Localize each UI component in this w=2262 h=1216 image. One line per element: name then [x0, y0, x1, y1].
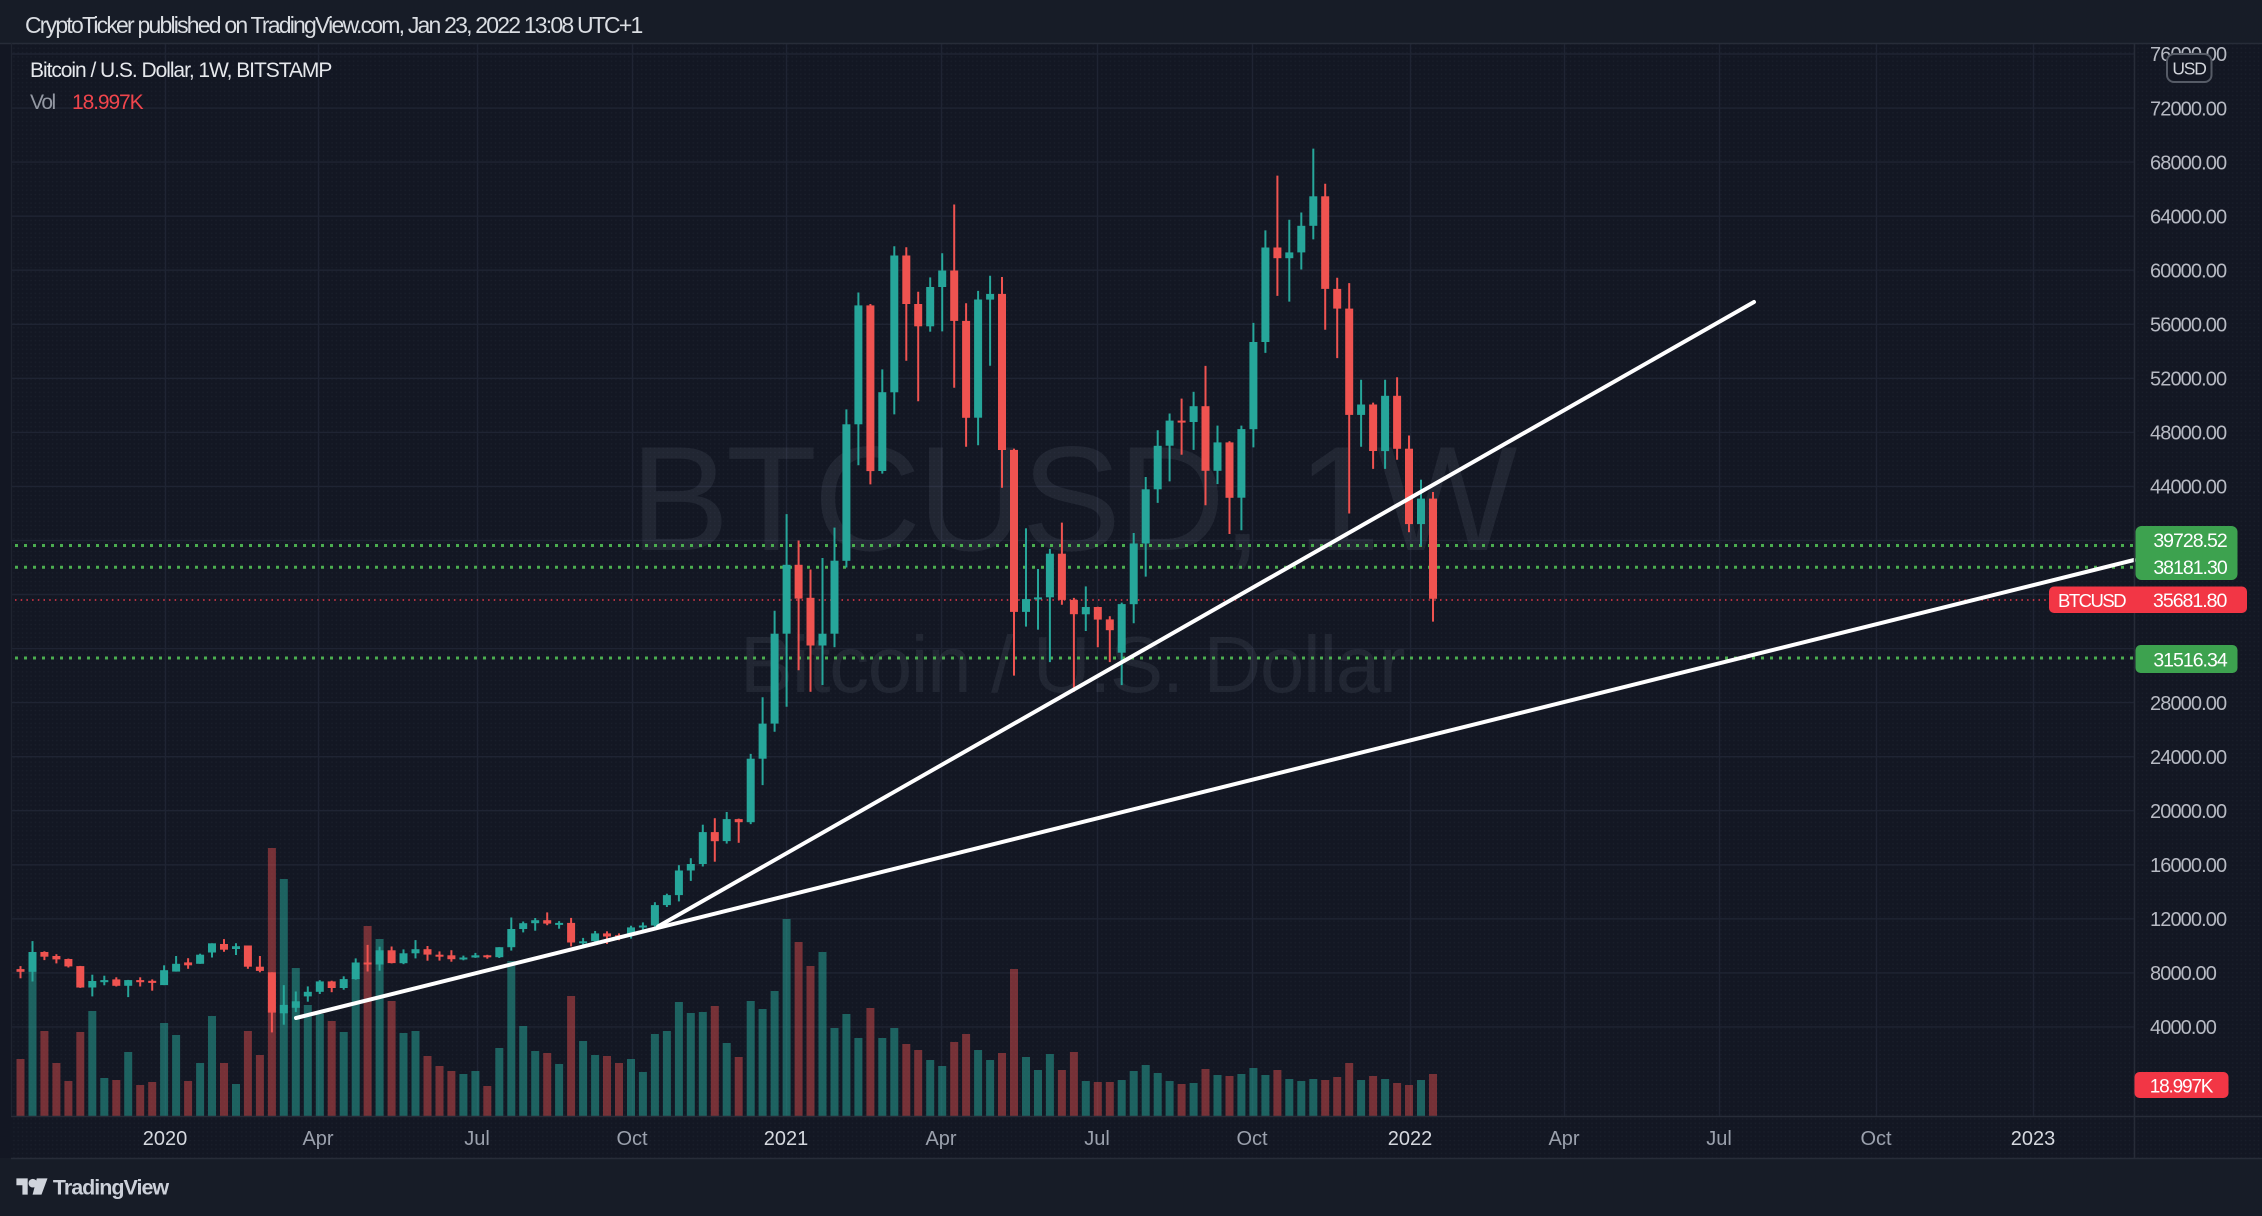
svg-text:4000.00: 4000.00	[2150, 1017, 2217, 1039]
svg-text:Apr: Apr	[1548, 1128, 1579, 1150]
svg-text:Apr: Apr	[302, 1128, 333, 1150]
svg-text:28000.00: 28000.00	[2150, 693, 2227, 715]
svg-text:38181.30: 38181.30	[2153, 557, 2227, 579]
svg-text:44000.00: 44000.00	[2150, 477, 2227, 499]
svg-text:Jul: Jul	[464, 1128, 490, 1150]
svg-text:72000.00: 72000.00	[2150, 98, 2227, 120]
svg-text:Bitcoin / U.S. Dollar: Bitcoin / U.S. Dollar	[740, 620, 1405, 709]
svg-text:8000.00: 8000.00	[2150, 963, 2217, 985]
svg-text:2022: 2022	[1388, 1128, 1433, 1150]
svg-text:52000.00: 52000.00	[2150, 369, 2227, 391]
svg-text:39728.52: 39728.52	[2153, 530, 2226, 552]
svg-text:2021: 2021	[764, 1128, 809, 1150]
svg-text:Oct: Oct	[1860, 1128, 1892, 1150]
svg-text:USD: USD	[2172, 59, 2206, 79]
svg-text:64000.00: 64000.00	[2150, 206, 2227, 228]
svg-text:2023: 2023	[2011, 1128, 2056, 1150]
svg-text:Oct: Oct	[616, 1128, 648, 1150]
svg-text:TradingView: TradingView	[53, 1176, 170, 1200]
svg-text:16000.00: 16000.00	[2150, 855, 2227, 877]
svg-text:35681.80: 35681.80	[2153, 590, 2227, 612]
svg-text:2020: 2020	[143, 1128, 188, 1150]
svg-text:Jul: Jul	[1706, 1128, 1732, 1150]
svg-text:48000.00: 48000.00	[2150, 423, 2227, 445]
svg-text:Jul: Jul	[1084, 1128, 1110, 1150]
svg-text:31516.34: 31516.34	[2153, 649, 2227, 671]
svg-text:Apr: Apr	[925, 1128, 956, 1150]
svg-text:BTCUSD: BTCUSD	[2058, 590, 2126, 611]
svg-text:24000.00: 24000.00	[2150, 747, 2227, 769]
svg-text:18.997K: 18.997K	[2150, 1076, 2214, 1097]
svg-text:CryptoTicker published on Trad: CryptoTicker published on TradingView.co…	[25, 12, 642, 38]
svg-text:56000.00: 56000.00	[2150, 315, 2227, 337]
svg-text:Bitcoin / U.S. Dollar, 1W, BIT: Bitcoin / U.S. Dollar, 1W, BITSTAMP	[30, 59, 331, 82]
svg-text:60000.00: 60000.00	[2150, 260, 2227, 282]
svg-text:18.997K: 18.997K	[72, 91, 144, 114]
svg-text:Oct: Oct	[1236, 1128, 1268, 1150]
svg-text:68000.00: 68000.00	[2150, 152, 2227, 174]
svg-text:Vol: Vol	[30, 91, 56, 114]
svg-text:12000.00: 12000.00	[2150, 909, 2227, 931]
svg-text:20000.00: 20000.00	[2150, 801, 2227, 823]
